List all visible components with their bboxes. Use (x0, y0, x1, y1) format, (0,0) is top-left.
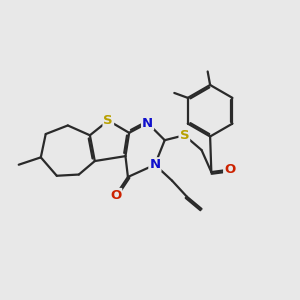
Text: O: O (224, 163, 236, 176)
Text: N: N (142, 116, 153, 130)
Text: N: N (149, 158, 161, 171)
Text: S: S (179, 129, 189, 142)
Text: O: O (110, 189, 121, 202)
Text: S: S (103, 114, 113, 127)
